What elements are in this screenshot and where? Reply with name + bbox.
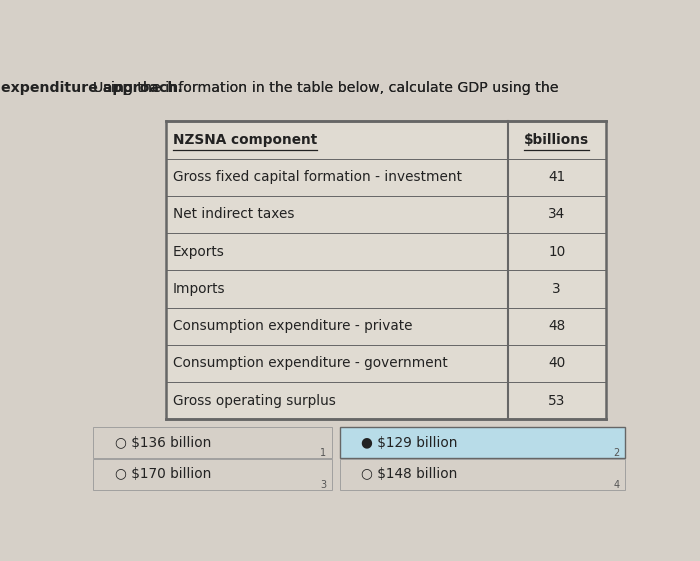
Text: Net indirect taxes: Net indirect taxes [173,208,294,222]
Text: Using the information in the table below, calculate GDP using the: Using the information in the table below… [93,81,563,95]
Text: expenditure approach.: expenditure approach. [1,81,183,95]
Text: Gross operating surplus: Gross operating surplus [173,394,335,408]
Text: 4: 4 [613,480,620,490]
Text: Imports: Imports [173,282,225,296]
Text: 3: 3 [552,282,561,296]
Text: Consumption expenditure - private: Consumption expenditure - private [173,319,412,333]
Text: 10: 10 [548,245,566,259]
Text: NZSNA component: NZSNA component [173,133,317,147]
Bar [93,427,332,458]
Text: 1: 1 [321,448,326,458]
Text: 48: 48 [548,319,566,333]
Text: Consumption expenditure - government: Consumption expenditure - government [173,356,447,370]
Text: 34: 34 [548,208,566,222]
Bar [166,121,606,420]
Text: Gross fixed capital formation - investment: Gross fixed capital formation - investme… [173,170,462,184]
Text: $billions: $billions [524,133,589,147]
Text: Exports: Exports [173,245,225,259]
Text: 40: 40 [548,356,566,370]
Text: ○ $170 billion: ○ $170 billion [115,467,211,481]
Text: ○ $136 billion: ○ $136 billion [115,436,211,450]
Text: Using the information in the table below, calculate GDP using the: Using the information in the table below… [0,560,1,561]
Text: 3: 3 [321,480,326,490]
Text: ○ $148 billion: ○ $148 billion [361,467,458,481]
Bar [340,459,624,490]
Text: 41: 41 [548,170,566,184]
Text: 2: 2 [613,448,620,458]
Text: 53: 53 [548,394,566,408]
Bar [340,427,624,458]
Text: Using the information in the table below, calculate GDP using the: Using the information in the table below… [93,81,563,95]
Text: ● $129 billion: ● $129 billion [361,436,458,450]
Bar [93,459,332,490]
